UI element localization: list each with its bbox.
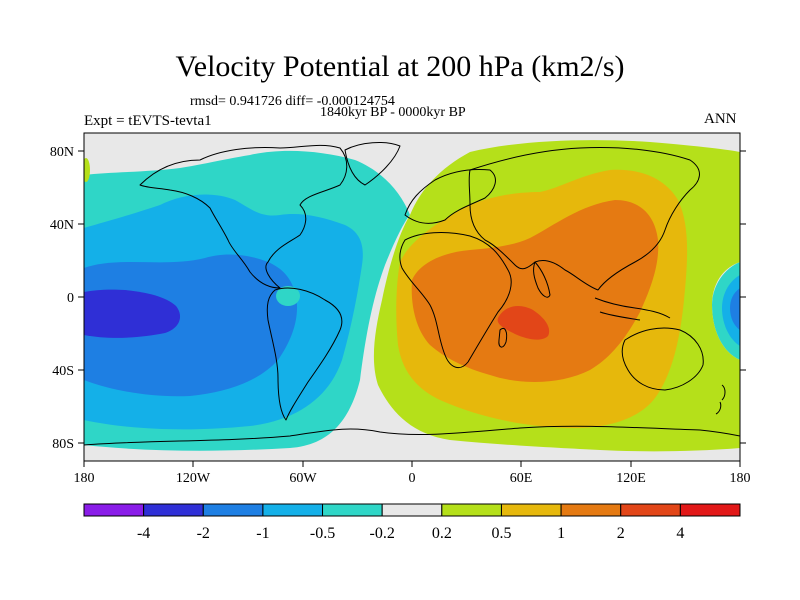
colorbar-label: -2: [197, 525, 210, 542]
experiment-label: Expt = tEVTS-tevta1: [84, 113, 212, 129]
colorbar-label: 0.5: [491, 525, 511, 542]
map-title: Velocity Potential at 200 hPa (km2/s): [175, 50, 625, 83]
colorbar-swatch: [560, 503, 622, 517]
contour-neg-max: [84, 289, 181, 338]
contour-neg-weak-blob: [276, 286, 300, 306]
colorbar-label: 1: [557, 525, 565, 542]
coastlines: [84, 142, 740, 446]
colorbar-swatch: [441, 503, 502, 517]
lon-label-60w: 60W: [289, 471, 317, 486]
lon-ticks: [83, 461, 741, 467]
lon-label-180e: 180: [730, 471, 751, 486]
lon-labels: 180 120W 60W 0 60E 120E 180: [74, 471, 751, 486]
lon-label-180w: 180: [74, 471, 95, 486]
colorbar-swatch: [620, 503, 681, 517]
lon-label-120w: 120W: [176, 471, 211, 486]
colorbar-labels: -4 -2 -1 -0.5 -0.2 0.2 0.5 1 2 4: [137, 525, 684, 542]
colorbar: [83, 503, 741, 517]
lat-label-0: 0: [67, 291, 74, 306]
lat-label-80s: 80S: [52, 437, 74, 452]
season-label: ANN: [704, 111, 737, 127]
lat-label-80n: 80N: [50, 145, 74, 160]
lat-ticks: [78, 150, 746, 444]
velocity-potential-map: [84, 133, 740, 461]
contour-pos-max: [497, 306, 550, 340]
colorbar-swatch: [202, 503, 264, 517]
lat-label-40s: 40S: [52, 364, 74, 379]
colorbar-swatch: [381, 503, 443, 517]
period-line: 1840kyr BP - 0000kyr BP: [320, 105, 466, 120]
contour-neg-east-strong: [730, 288, 740, 330]
contour-pos-strong: [411, 200, 659, 382]
colorbar-swatch: [322, 503, 383, 517]
colorbar-swatch: [143, 503, 204, 517]
colorbar-swatch: [679, 503, 741, 517]
colorbar-label: 0.2: [432, 525, 452, 542]
colorbar-swatch: [83, 503, 145, 517]
colorbar-label: -0.5: [310, 525, 335, 542]
colorbar-label: -4: [137, 525, 150, 542]
lon-label-120e: 120E: [616, 471, 646, 486]
colorbar-label: 4: [676, 525, 684, 542]
lat-labels: 80N 40N 0 40S 80S: [50, 145, 74, 452]
colorbar-label: -0.2: [370, 525, 395, 542]
colorbar-swatch: [500, 503, 562, 517]
colorbar-label: -1: [256, 525, 269, 542]
lon-label-60e: 60E: [510, 471, 533, 486]
lon-label-0: 0: [409, 471, 416, 486]
lat-label-40n: 40N: [50, 218, 74, 233]
contour-neg-strong: [84, 254, 298, 397]
colorbar-label: 2: [617, 525, 625, 542]
contour-neg-weak-westedge: [84, 158, 90, 182]
colorbar-swatch: [262, 503, 324, 517]
stats-line: rmsd= 0.941726 diff= -0.000124754: [190, 94, 395, 109]
